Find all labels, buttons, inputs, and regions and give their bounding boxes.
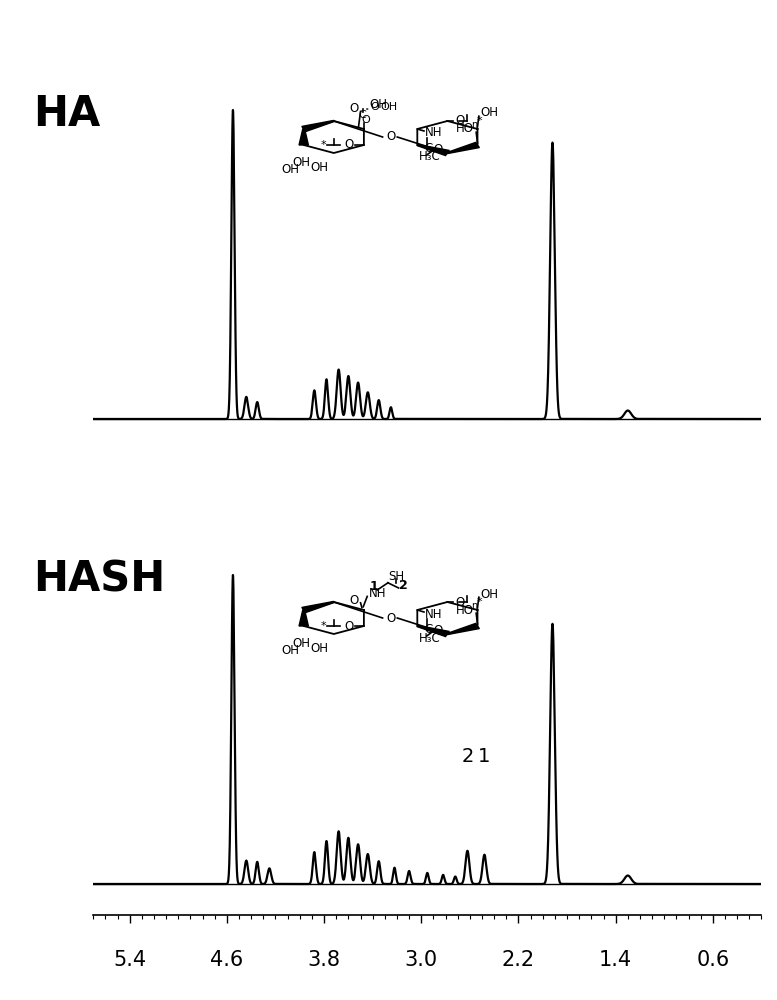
Text: OH: OH	[311, 161, 329, 174]
Polygon shape	[447, 623, 479, 635]
Text: *: *	[321, 140, 326, 150]
Text: *: *	[321, 621, 326, 631]
Polygon shape	[299, 129, 308, 145]
Text: C: C	[359, 110, 367, 120]
Text: *: *	[477, 116, 483, 126]
Text: NH: NH	[369, 587, 387, 600]
Polygon shape	[447, 142, 479, 154]
Text: HA: HA	[33, 93, 100, 135]
Text: C: C	[424, 623, 432, 636]
Text: C: C	[424, 142, 432, 155]
Text: OH: OH	[292, 156, 310, 169]
Text: H₃C: H₃C	[419, 632, 441, 645]
Text: O: O	[455, 595, 465, 608]
Text: O: O	[434, 624, 443, 637]
Polygon shape	[417, 144, 449, 156]
Text: HASH: HASH	[33, 558, 166, 600]
Text: O: O	[434, 143, 443, 156]
Text: OH: OH	[311, 642, 329, 655]
Text: O: O	[386, 611, 395, 624]
Text: OH: OH	[380, 102, 397, 112]
Text: O: O	[455, 114, 465, 127]
Text: n: n	[472, 601, 478, 611]
Text: OH: OH	[281, 163, 299, 176]
Text: n: n	[472, 120, 478, 130]
Text: NH: NH	[425, 126, 443, 139]
Text: O: O	[386, 130, 395, 143]
Text: 1: 1	[479, 747, 490, 766]
Text: OH: OH	[481, 587, 499, 600]
Text: O: O	[344, 619, 354, 633]
Text: H₃C: H₃C	[419, 150, 441, 163]
Text: O: O	[350, 593, 358, 606]
Text: O: O	[371, 102, 379, 112]
Text: NH: NH	[425, 607, 443, 620]
Polygon shape	[301, 601, 334, 613]
Text: SH: SH	[388, 570, 404, 582]
Text: 1: 1	[370, 580, 378, 592]
Text: OH: OH	[481, 106, 499, 119]
Polygon shape	[417, 625, 449, 637]
Text: OH: OH	[281, 644, 299, 657]
Text: 2: 2	[462, 747, 474, 766]
Text: OH: OH	[369, 99, 387, 111]
Text: O: O	[350, 102, 358, 115]
Text: *: *	[477, 597, 483, 607]
Polygon shape	[301, 120, 334, 132]
Text: HO: HO	[456, 603, 474, 616]
Text: HO: HO	[456, 122, 474, 135]
Text: 2: 2	[399, 579, 407, 592]
Text: O: O	[361, 115, 371, 125]
Text: OH: OH	[292, 637, 310, 650]
Text: O: O	[344, 138, 354, 151]
Polygon shape	[299, 610, 308, 626]
